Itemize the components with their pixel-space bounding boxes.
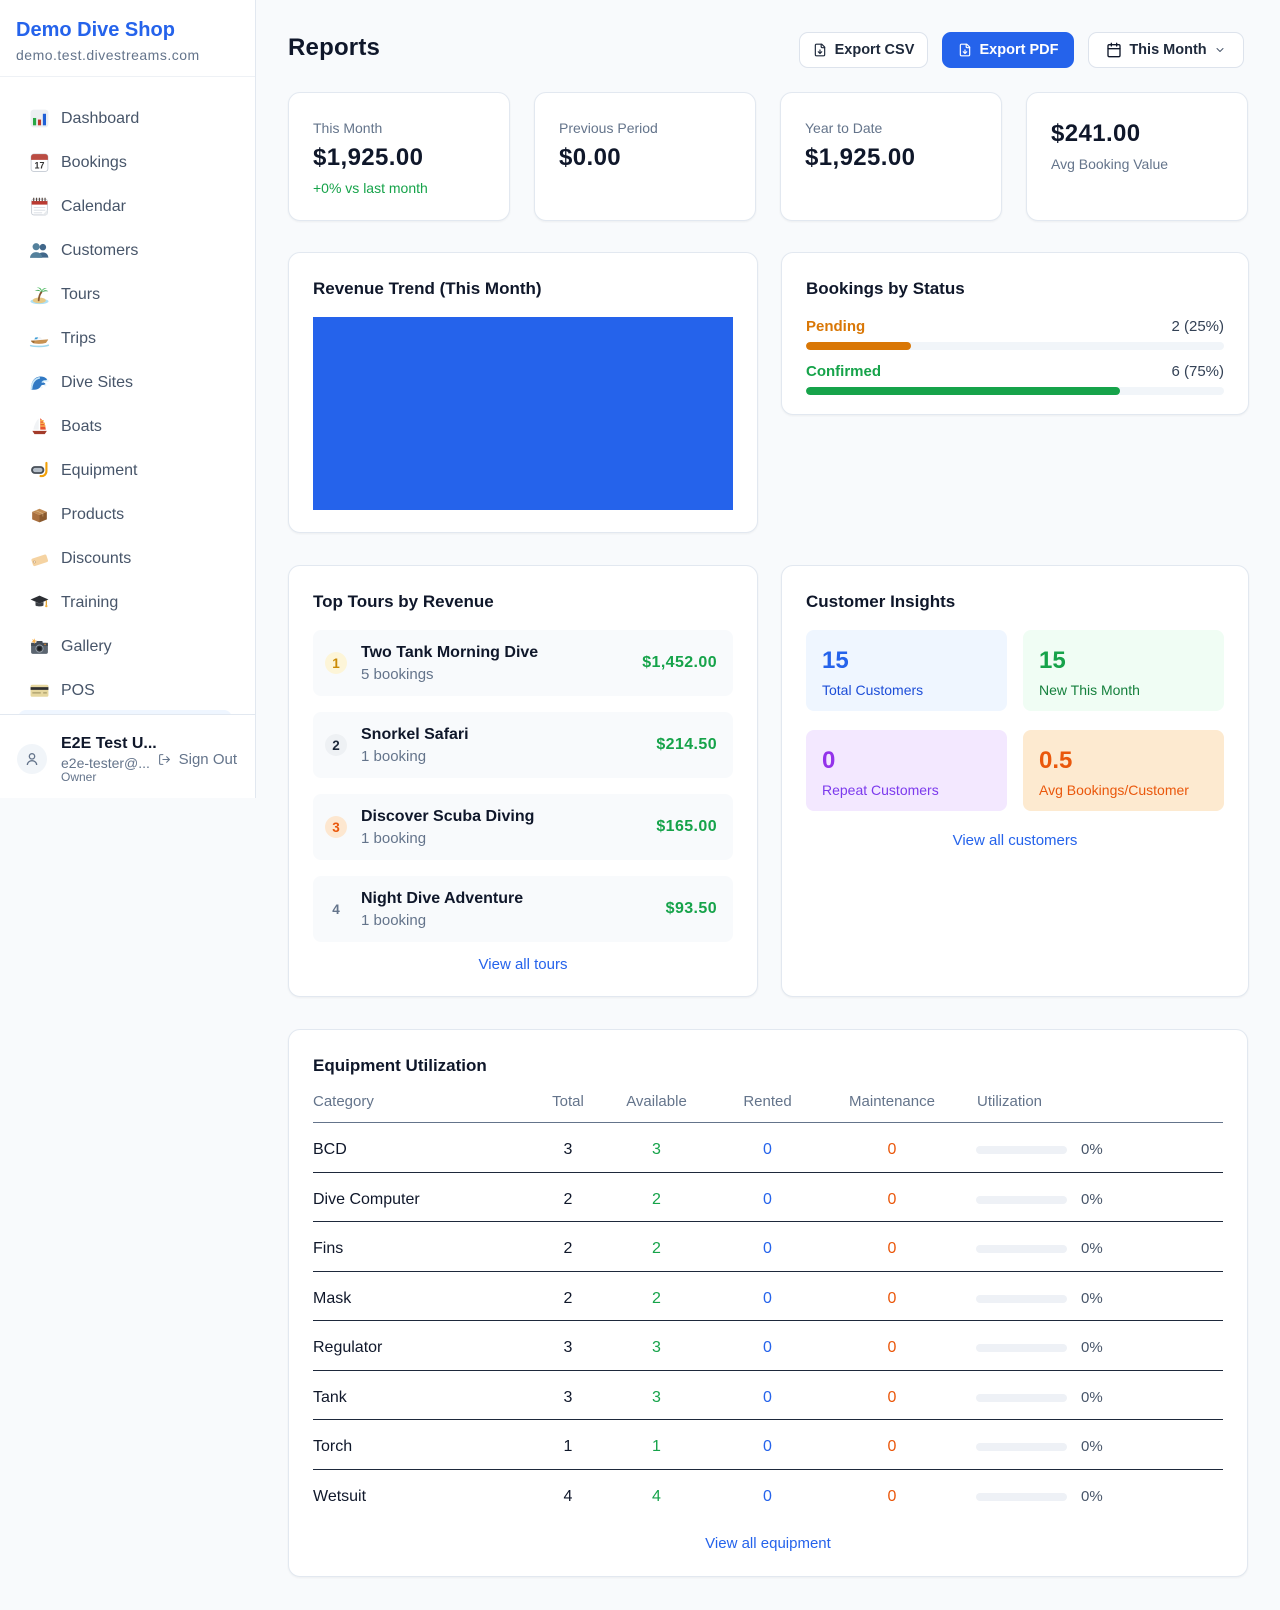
svg-text:17: 17 <box>35 160 45 170</box>
